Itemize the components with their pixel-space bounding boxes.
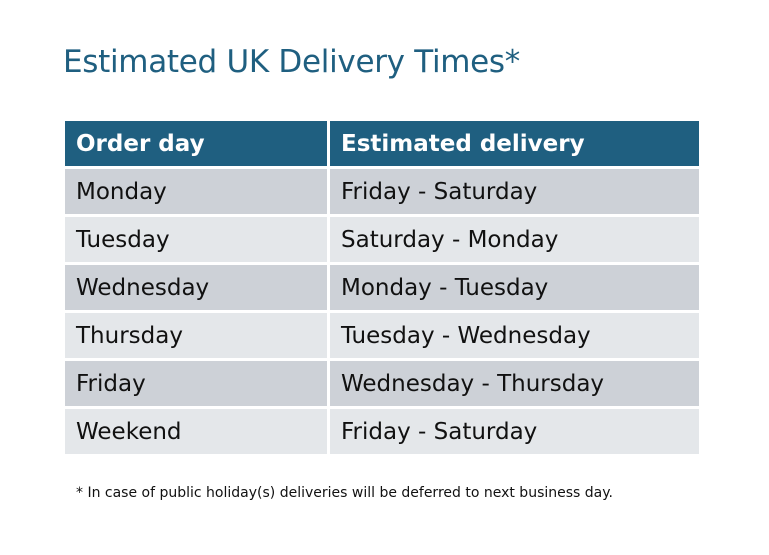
delivery-cell: Monday - Tuesday [330, 265, 699, 310]
delivery-cell: Wednesday - Thursday [330, 361, 699, 406]
order-day-cell: Friday [65, 361, 327, 406]
footnote: * In case of public holiday(s) deliverie… [76, 485, 613, 501]
table-row: Weekend Friday - Saturday [65, 409, 699, 454]
header-order-day: Order day [65, 121, 327, 166]
table-row: Friday Wednesday - Thursday [65, 361, 699, 406]
table-row: Wednesday Monday - Tuesday [65, 265, 699, 310]
table-header: Order day Estimated delivery [65, 121, 699, 166]
order-day-cell: Tuesday [65, 217, 327, 262]
header-estimated-delivery: Estimated delivery [330, 121, 699, 166]
delivery-cell: Tuesday - Wednesday [330, 313, 699, 358]
table-row: Monday Friday - Saturday [65, 169, 699, 214]
order-day-cell: Weekend [65, 409, 327, 454]
page-title: Estimated UK Delivery Times* [63, 44, 520, 80]
order-day-cell: Monday [65, 169, 327, 214]
delivery-table: Order day Estimated delivery Monday Frida… [62, 118, 702, 457]
table-row: Tuesday Saturday - Monday [65, 217, 699, 262]
delivery-cell: Friday - Saturday [330, 169, 699, 214]
delivery-cell: Saturday - Monday [330, 217, 699, 262]
order-day-cell: Wednesday [65, 265, 327, 310]
delivery-cell: Friday - Saturday [330, 409, 699, 454]
order-day-cell: Thursday [65, 313, 327, 358]
table-row: Thursday Tuesday - Wednesday [65, 313, 699, 358]
